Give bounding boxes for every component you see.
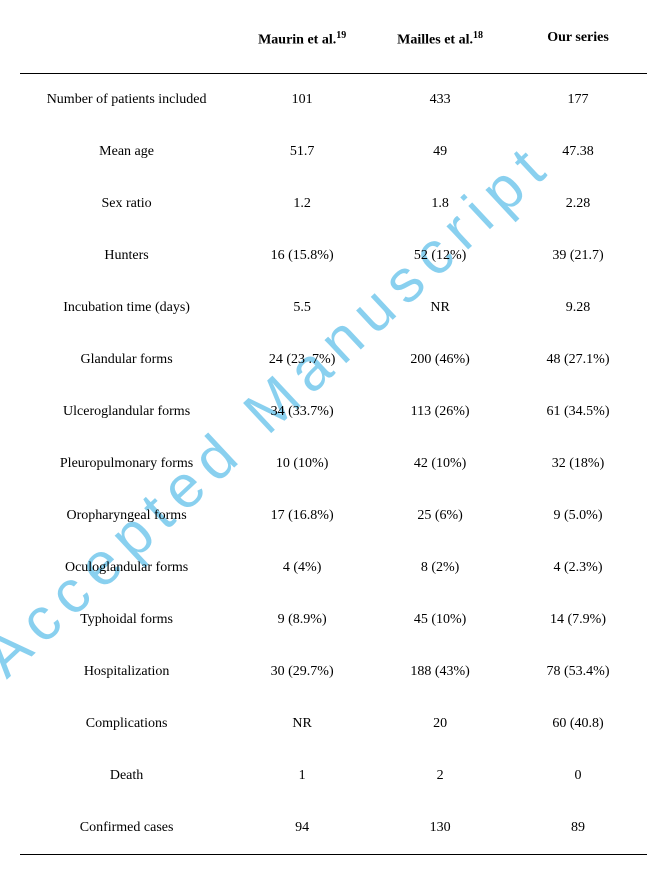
cell-value: 51.7 — [233, 126, 371, 178]
cell-value: 9 (5.0%) — [509, 490, 647, 542]
cell-value: 25 (6%) — [371, 490, 509, 542]
table-row: ComplicationsNR2060 (40.8) — [20, 698, 647, 750]
cell-value: 1.8 — [371, 178, 509, 230]
cell-value: 34 (33.7%) — [233, 386, 371, 438]
col-header-rowlabel — [20, 20, 233, 73]
row-label: Oculoglandular forms — [20, 542, 233, 594]
cell-value: 188 (43%) — [371, 646, 509, 698]
table-row: Death120 — [20, 750, 647, 802]
row-label: Oropharyngeal forms — [20, 490, 233, 542]
table-header-row: Maurin et al.19Mailles et al.18Our serie… — [20, 20, 647, 73]
cell-value: 30 (29.7%) — [233, 646, 371, 698]
table-row: Typhoidal forms9 (8.9%)45 (10%)14 (7.9%) — [20, 594, 647, 646]
comparison-table-wrap: Maurin et al.19Mailles et al.18Our serie… — [0, 0, 667, 875]
cell-value: 60 (40.8) — [509, 698, 647, 750]
cell-value: 89 — [509, 802, 647, 855]
cell-value: 14 (7.9%) — [509, 594, 647, 646]
cell-value: 78 (53.4%) — [509, 646, 647, 698]
row-label: Hospitalization — [20, 646, 233, 698]
row-label: Number of patients included — [20, 73, 233, 126]
cell-value: 16 (15.8%) — [233, 230, 371, 282]
col-header-1: Maurin et al.19 — [233, 20, 371, 73]
row-label: Incubation time (days) — [20, 282, 233, 334]
table-row: Ulceroglandular forms34 (33.7%)113 (26%)… — [20, 386, 647, 438]
row-label: Complications — [20, 698, 233, 750]
col-header-3: Our series — [509, 20, 647, 73]
table-row: Hunters16 (15.8%)52 (12%)39 (21.7) — [20, 230, 647, 282]
table-row: Oculoglandular forms4 (4%)8 (2%)4 (2.3%) — [20, 542, 647, 594]
cell-value: 9.28 — [509, 282, 647, 334]
row-label: Mean age — [20, 126, 233, 178]
cell-value: 1 — [233, 750, 371, 802]
table-row: Glandular forms24 (23 .7%)200 (46%)48 (2… — [20, 334, 647, 386]
row-label: Sex ratio — [20, 178, 233, 230]
cell-value: 20 — [371, 698, 509, 750]
cell-value: 45 (10%) — [371, 594, 509, 646]
row-label: Typhoidal forms — [20, 594, 233, 646]
cell-value: 2.28 — [509, 178, 647, 230]
cell-value: 10 (10%) — [233, 438, 371, 490]
cell-value: 48 (27.1%) — [509, 334, 647, 386]
cell-value: 49 — [371, 126, 509, 178]
cell-value: 52 (12%) — [371, 230, 509, 282]
row-label: Hunters — [20, 230, 233, 282]
cell-value: 2 — [371, 750, 509, 802]
cell-value: NR — [233, 698, 371, 750]
col-header-2: Mailles et al.18 — [371, 20, 509, 73]
table-row: Confirmed cases9413089 — [20, 802, 647, 855]
cell-value: 47.38 — [509, 126, 647, 178]
table-header: Maurin et al.19Mailles et al.18Our serie… — [20, 20, 647, 73]
table-row: Oropharyngeal forms17 (16.8%)25 (6%)9 (5… — [20, 490, 647, 542]
table-row: Mean age51.74947.38 — [20, 126, 647, 178]
cell-value: 101 — [233, 73, 371, 126]
cell-value: NR — [371, 282, 509, 334]
cell-value: 94 — [233, 802, 371, 855]
table-row: Incubation time (days)5.5NR9.28 — [20, 282, 647, 334]
cell-value: 61 (34.5%) — [509, 386, 647, 438]
cell-value: 8 (2%) — [371, 542, 509, 594]
row-label: Death — [20, 750, 233, 802]
cell-value: 1.2 — [233, 178, 371, 230]
cell-value: 24 (23 .7%) — [233, 334, 371, 386]
cell-value: 200 (46%) — [371, 334, 509, 386]
cell-value: 9 (8.9%) — [233, 594, 371, 646]
cell-value: 17 (16.8%) — [233, 490, 371, 542]
cell-value: 5.5 — [233, 282, 371, 334]
cell-value: 177 — [509, 73, 647, 126]
cell-value: 113 (26%) — [371, 386, 509, 438]
row-label: Pleuropulmonary forms — [20, 438, 233, 490]
table-body: Number of patients included101433177Mean… — [20, 73, 647, 854]
table-row: Pleuropulmonary forms10 (10%)42 (10%)32 … — [20, 438, 647, 490]
table-row: Hospitalization30 (29.7%)188 (43%)78 (53… — [20, 646, 647, 698]
comparison-table: Maurin et al.19Mailles et al.18Our serie… — [20, 20, 647, 855]
cell-value: 4 (4%) — [233, 542, 371, 594]
row-label: Confirmed cases — [20, 802, 233, 855]
cell-value: 130 — [371, 802, 509, 855]
cell-value: 4 (2.3%) — [509, 542, 647, 594]
cell-value: 32 (18%) — [509, 438, 647, 490]
row-label: Glandular forms — [20, 334, 233, 386]
table-row: Sex ratio1.21.82.28 — [20, 178, 647, 230]
cell-value: 42 (10%) — [371, 438, 509, 490]
cell-value: 433 — [371, 73, 509, 126]
cell-value: 39 (21.7) — [509, 230, 647, 282]
cell-value: 0 — [509, 750, 647, 802]
row-label: Ulceroglandular forms — [20, 386, 233, 438]
table-row: Number of patients included101433177 — [20, 73, 647, 126]
